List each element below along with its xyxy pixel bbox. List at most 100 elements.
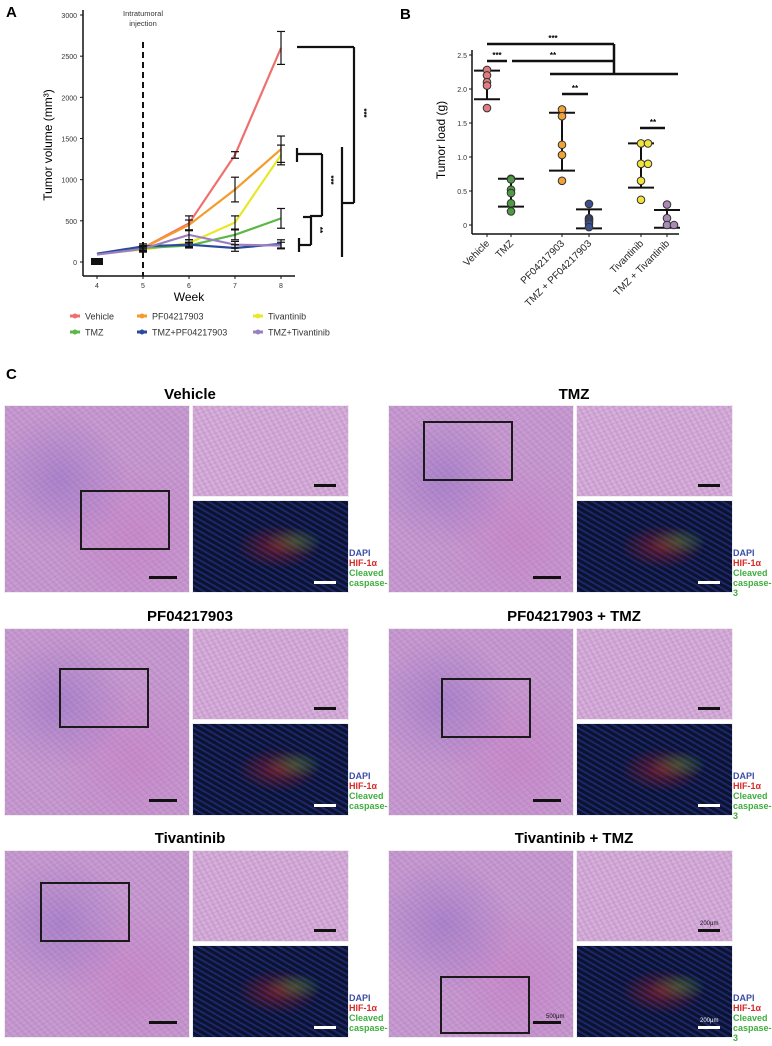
inset-box (80, 490, 170, 550)
data-point (557, 176, 567, 186)
scale-bar (698, 707, 720, 710)
legend-label: TMZ (85, 328, 104, 338)
y-tick-label: 0 (463, 223, 467, 230)
tumor-volume-chart: 0 500 1000 1500 2000 2500 3000 4 5 6 7 8 Week Tumor v… (41, 9, 368, 338)
y-tick-label: 1500 (61, 137, 77, 144)
y-tick-label: 0.5 (457, 189, 467, 196)
data-point (643, 159, 653, 169)
scale-bar (698, 581, 720, 584)
significance-label: ** (572, 84, 579, 93)
legend-swatch-dot (255, 329, 261, 335)
legend-label: TMZ+PF04217903 (152, 328, 227, 338)
y-tick-label: 0 (73, 260, 77, 267)
fluorescence-image (576, 723, 733, 816)
inset-box (59, 668, 149, 728)
significance-label: ** (315, 227, 324, 234)
x-tick-label: 6 (187, 283, 191, 290)
legend-caspase3: caspase-3 (349, 801, 393, 811)
fluorescence-image (576, 945, 733, 1038)
inset-box (423, 421, 513, 481)
week4-marker (91, 258, 103, 265)
scale-bar (533, 576, 561, 579)
legend-label: PF04217903 (152, 312, 204, 322)
data-point (557, 150, 567, 160)
data-point (506, 188, 516, 198)
significance-label: *** (492, 51, 502, 60)
legend-swatch-dot (72, 313, 78, 319)
data-point (636, 159, 646, 169)
inset-box (40, 882, 130, 942)
overview-he-image (4, 405, 190, 593)
legend-caspase3: caspase-3 (349, 578, 393, 588)
data-point (557, 140, 567, 150)
scale-bar (314, 1026, 336, 1029)
legend-dapi: DAPI (349, 771, 371, 781)
data-point (636, 139, 646, 148)
legend-hif1a: HIF-1α (733, 1003, 762, 1013)
overview-he-image (388, 628, 574, 816)
scale-bar (314, 484, 336, 487)
legend-swatch-dot (139, 313, 145, 319)
overview-he-image (388, 850, 574, 1038)
x-tick-label: 7 (233, 283, 237, 290)
inset-box (441, 678, 531, 738)
legend-dapi: DAPI (733, 548, 755, 558)
legend-dapi: DAPI (733, 771, 755, 781)
legend-label: Tivantinib (268, 312, 306, 322)
data-point (662, 220, 672, 230)
scale-bar (314, 804, 336, 807)
scale-bar (698, 929, 720, 932)
legend-cleaved: Cleaved (733, 568, 768, 578)
group-title: Vehicle (164, 386, 216, 403)
scale-bar (149, 576, 177, 579)
x-tick-label: 8 (279, 283, 283, 290)
y-axis-label: Tumor volume (mm³) (41, 89, 55, 201)
zoom-he-image (576, 850, 733, 942)
significance-label: *** (548, 34, 558, 43)
significance-label: *** (326, 175, 335, 185)
legend-cleaved: Cleaved (349, 568, 384, 578)
overview-he-image (4, 628, 190, 816)
y-tick-label: 2.5 (457, 53, 467, 60)
scale-bar (149, 799, 177, 802)
x-tick-label: 5 (141, 283, 145, 290)
fluorescence-image (192, 945, 349, 1038)
y-tick-label: 1.5 (457, 121, 467, 128)
zoom-he-image (192, 405, 349, 497)
y-axis-label: Tumor load (g) (434, 101, 448, 179)
zoom-he-image (192, 850, 349, 942)
group-title: TMZ (558, 386, 590, 403)
zoom-he-image (576, 628, 733, 720)
fluorescence-image (192, 723, 349, 816)
legend-hif1a: HIF-1α (733, 781, 762, 791)
legend-label: TMZ+Tivantinib (268, 328, 330, 338)
data-point (482, 81, 492, 90)
data-point (506, 175, 516, 184)
data-point (636, 176, 646, 186)
x-axis-label: Week (174, 290, 205, 304)
data-point (482, 103, 492, 113)
zoom-he-image (576, 405, 733, 497)
legend-cleaved: Cleaved (349, 791, 384, 801)
legend-caspase3: caspase-3 (733, 801, 772, 821)
zoom-he-image (192, 628, 349, 720)
x-tick-label: Vehicle (462, 238, 493, 269)
data-point (584, 222, 594, 232)
y-tick-label: 3000 (61, 13, 77, 20)
legend-swatch-dot (72, 329, 78, 335)
tumor-load-chart: 0 0.5 1.0 1.5 2.0 2.5 Tumor load (g) Vehicle TMZ… (434, 34, 680, 309)
scale-bar (149, 1021, 177, 1024)
legend-hif1a: HIF-1α (349, 781, 378, 791)
y-tick-label: 1.0 (457, 155, 467, 162)
data-point (506, 207, 516, 216)
legend-caspase3: caspase-3 (733, 1023, 772, 1043)
scale-bar (314, 707, 336, 710)
legend-cleaved: Cleaved (733, 791, 768, 801)
scale-bar (533, 799, 561, 802)
legend-caspase3: caspase-3 (733, 578, 772, 598)
y-tick-label: 2500 (61, 54, 77, 61)
significance-label: ** (550, 51, 557, 60)
panel-label-c: C (6, 366, 17, 383)
group-title: Tivantinib (154, 830, 226, 847)
